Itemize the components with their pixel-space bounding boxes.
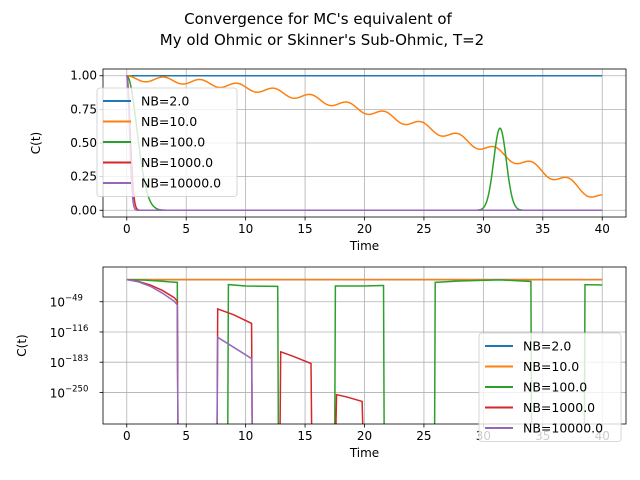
legend-label: NB=10.0 [523,359,579,374]
x-tick-label: 30 [476,222,491,236]
x-tick-label: 0 [123,429,131,443]
y-tick-label-exponent: −49 [65,294,83,304]
x-tick-label: 15 [297,429,312,443]
legend-label: NB=10000.0 [523,421,603,436]
series-line-3-seg-2 [279,350,313,424]
x-tick-label: 15 [297,222,312,236]
legend-label: NB=2.0 [523,339,571,354]
legend-box [478,332,622,442]
top-chart-panel: 0 5 10 15 20 25 30 35 40 0.00 0.25 0.50 0.75 1.00 Time… [29,68,627,253]
y-axis-label: C(t) [15,334,29,356]
series-line-2-seg-2 [334,284,385,424]
figure-title-line2: My old Ohmic or Skinner's Sub-Ohmic, T=2 [160,31,484,49]
y-tick-label: 0.00 [70,203,97,217]
series-line-4-seg-1 [216,336,253,424]
x-tick-label: 40 [595,222,610,236]
y-tick-label: 1.00 [70,69,97,83]
series-line-2-seg-3 [433,279,533,424]
series-line-4 [126,75,603,212]
x-tick-label: 25 [416,222,431,236]
legend: NB=2.0 NB=10.0 NB=100.0 NB=1000.0 NB=10000.0 [96,87,238,197]
x-tick-label: 20 [357,222,372,236]
y-tick-label-exponent: −116 [65,324,88,334]
x-tick-label: 5 [182,222,190,236]
y-tick-label-exponent: −250 [65,384,88,394]
y-tick-label: 0.25 [70,170,97,184]
legend-label: NB=100.0 [141,135,205,150]
x-axis-label: Time [349,239,379,253]
y-tick-label-base: 10 [50,356,65,370]
series-group [126,74,603,212]
x-tick-label: 35 [535,222,550,236]
legend-box [96,87,238,197]
x-tick-label: 0 [123,222,131,236]
x-tick-label: 10 [238,429,253,443]
series-group [126,278,603,424]
y-tick-label-base: 10 [50,326,65,340]
series-line-4-seg-0 [126,278,179,424]
figure-title-line1: Convergence for MC's equivalent of [184,10,452,28]
legend-label: NB=1000.0 [141,155,213,170]
x-axis-label: Time [349,446,379,460]
legend: NB=2.0 NB=10.0 NB=100.0 NB=1000.0 NB=10000.0 [478,332,622,442]
x-tick-label: 10 [238,222,253,236]
y-axis-label: C(t) [29,132,43,154]
legend-label: NB=2.0 [141,94,189,109]
series-line-3-seg-3 [335,393,364,424]
series-line-2-seg-1 [227,283,280,424]
y-tick-label-base: 10 [50,296,65,310]
legend-label: NB=10.0 [141,114,197,129]
x-tick-label: 5 [182,429,190,443]
legend-label: NB=1000.0 [523,400,595,415]
legend-label: NB=10000.0 [141,176,221,191]
x-tick-label: 25 [416,429,431,443]
y-tick-label-exponent: −183 [65,354,88,364]
bottom-chart-panel: 051015202530354010−4910−11610−18310−250T… [15,266,627,460]
legend-label: NB=100.0 [523,380,587,395]
y-tick-label: 0.50 [70,136,97,150]
y-tick-label-base: 10 [50,386,65,400]
x-tick-label: 20 [357,429,372,443]
y-tick-label: 0.75 [70,102,97,116]
series-line-nb10 [126,74,603,198]
